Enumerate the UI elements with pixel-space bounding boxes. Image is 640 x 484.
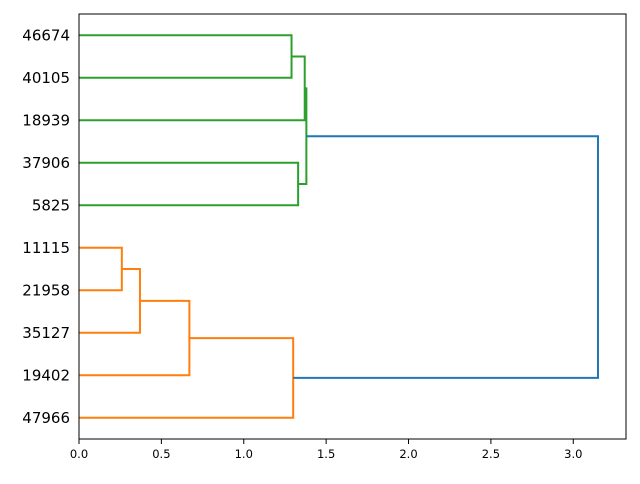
dendrogram-link-blue <box>293 135 599 379</box>
leaf-label: 21958 <box>22 281 70 299</box>
leaf-label: 37906 <box>22 154 70 172</box>
leaf-label: 46674 <box>22 26 70 44</box>
dendrogram-link-green <box>79 55 306 122</box>
dendrogram-link-green <box>79 34 293 79</box>
leaf-label: 47966 <box>22 409 70 427</box>
leaf-label: 11115 <box>22 239 70 257</box>
x-tick-label: 1.0 <box>235 447 253 461</box>
x-tick-label: 2.5 <box>482 447 500 461</box>
leaf-label: 19402 <box>22 366 70 384</box>
x-tick-label: 3.0 <box>564 447 582 461</box>
dendrogram-link-orange <box>79 268 141 334</box>
x-tick-label: 0.0 <box>70 447 88 461</box>
leaf-label: 5825 <box>32 196 70 214</box>
leaf-label: 40105 <box>22 69 70 87</box>
dendrogram-link-green <box>79 161 300 207</box>
leaf-label: 35127 <box>22 324 70 342</box>
x-tick-label: 1.5 <box>317 447 335 461</box>
x-tick-label: 2.0 <box>399 447 417 461</box>
dendrogram-link-orange <box>79 299 191 377</box>
dendrogram-link-orange <box>79 246 123 292</box>
leaf-label: 18939 <box>22 111 70 129</box>
x-tick-label: 0.5 <box>152 447 170 461</box>
dendrogram-link-orange <box>79 337 295 419</box>
axes-frame <box>78 13 627 440</box>
